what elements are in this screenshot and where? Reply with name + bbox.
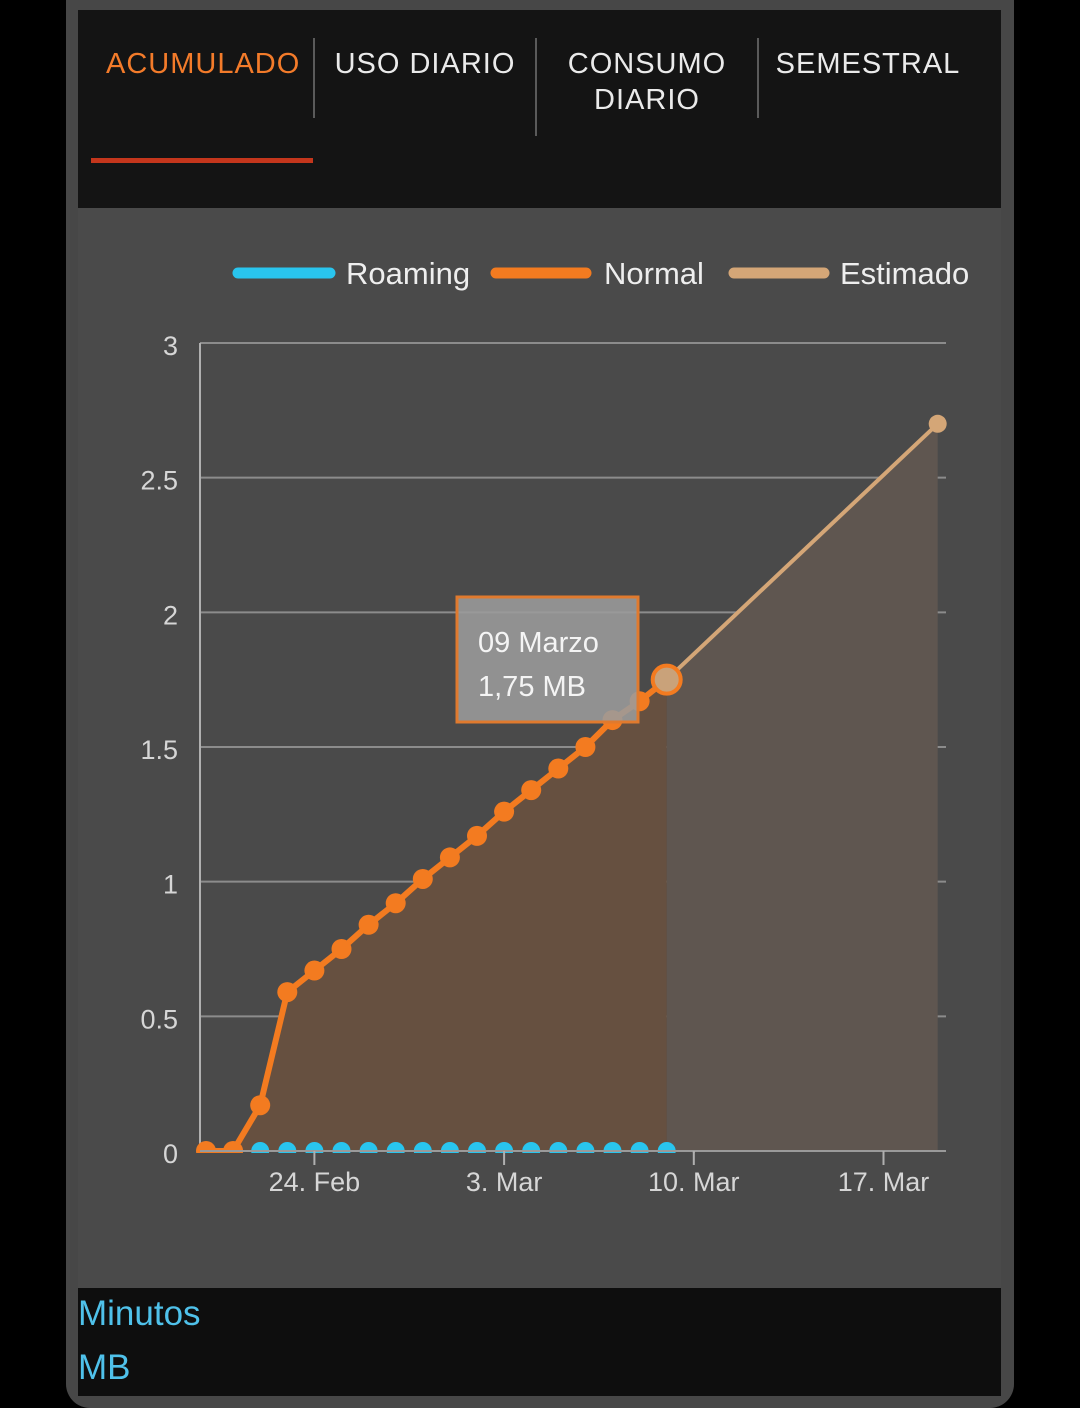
x-tick-label: 24. Feb [269,1167,361,1197]
normal-point [385,893,406,914]
normal-point [575,737,596,757]
tab-uso-diario[interactable]: USO DIARIO [334,48,516,80]
x-tick-label: 17. Mar [838,1167,930,1197]
mb-link[interactable]: MB [78,1348,131,1387]
y-tick-label: 1.5 [140,735,178,765]
normal-area [206,679,667,1151]
tab-divider [757,38,759,118]
normal-point [412,868,433,889]
tab-divider [313,38,315,118]
estimado-line [665,422,940,682]
active-tab-indicator [91,158,313,163]
accumulated-usage-chart: 0 0.5 1 1.5 2 2.5 3 24. Feb 3. Mar 10. Mar 17. Mar… [140,256,969,1197]
normal-point [521,780,542,801]
normal-point [494,801,515,822]
axis-mask [194,1153,952,1165]
normal-point [304,960,325,981]
tab-semestral[interactable]: SEMESTRAL [775,48,961,80]
tab-acumulado[interactable]: ACUMULADO [106,48,301,80]
normal-point [250,1095,271,1116]
y-tick-label: 0.5 [140,1004,178,1034]
tab-consumo-diario[interactable]: CONSUMO DIARIO [567,48,727,116]
estimado-point [928,414,947,433]
legend-label: Normal [604,256,704,291]
y-tick-label: 0 [163,1139,178,1169]
y-tick-label: 3 [163,331,178,361]
footer: Minutos MB [78,1288,1001,1396]
normal-point [467,825,487,846]
chart-container: 0 0.5 1 1.5 2 2.5 3 24. Feb 3. Mar 10. Mar 17. Mar… [78,208,1001,1288]
tab-divider [535,38,537,136]
x-tick-label: 10. Mar [648,1167,740,1197]
y-tick-label: 2 [163,600,178,630]
normal-point [277,982,298,1003]
normal-point [548,758,569,779]
y-tick-label: 1 [163,870,178,900]
legend-label: Roaming [346,256,470,291]
y-tick-label: 2.5 [140,466,178,496]
tooltip-date: 09 Marzo [478,627,599,659]
tab-bar: ACUMULADO USO DIARIO CONSUMO DIARIO SEME… [78,10,1001,208]
tooltip-value: 1,75 MB [478,671,586,703]
estimado-area [666,423,938,1151]
highlighted-point [650,663,683,696]
normal-point [439,847,460,868]
minutos-link[interactable]: Minutos [78,1294,201,1333]
normal-point [358,914,379,935]
x-tick-label: 3. Mar [466,1167,543,1197]
tooltip-box [455,595,640,724]
legend-label: Estimado [840,256,969,291]
normal-point [331,939,352,959]
